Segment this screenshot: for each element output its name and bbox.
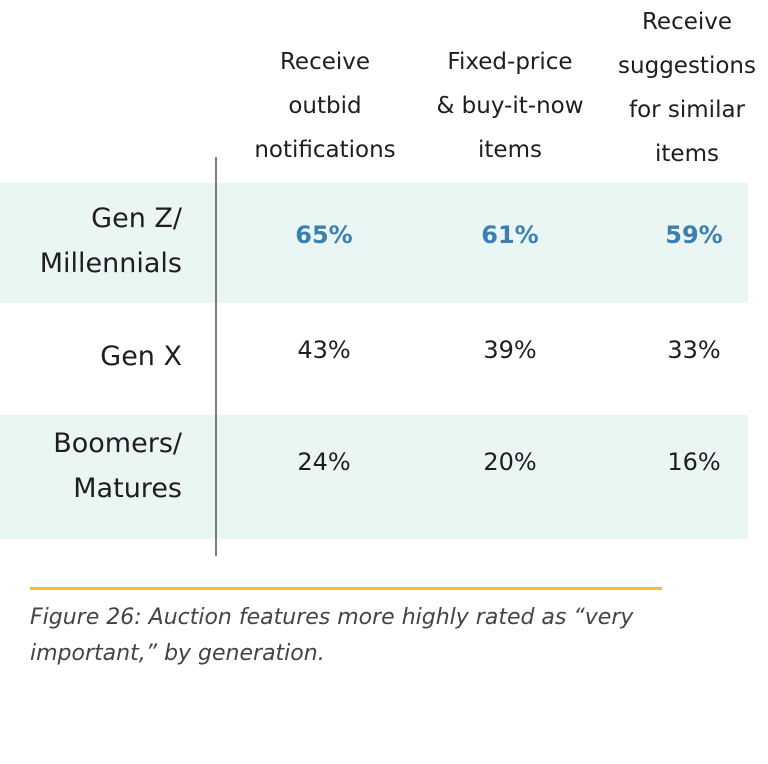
column-header-line: items (655, 141, 719, 167)
column-header-line: for similar (628, 97, 746, 123)
value-cell: 43% (297, 336, 351, 364)
column-header-suggestions: Receive suggestions for similar items (608, 0, 766, 176)
row-label-line: Millennials (39, 248, 182, 279)
figure-caption: Figure 26: Auction features more highly … (30, 605, 634, 666)
value-cell: 16% (667, 448, 721, 476)
column-header-line: Receive (279, 49, 371, 75)
column-header-line: outbid (288, 93, 362, 119)
value-cell: 33% (667, 336, 721, 364)
column-header-line: notifications (254, 137, 396, 163)
value-cell: 61% (481, 221, 539, 249)
column-header-line: items (478, 137, 542, 163)
column-header-fixed-price: Fixed-price & buy-it-now items (420, 40, 600, 172)
value-cell: 39% (483, 336, 537, 364)
value-cell: 24% (297, 448, 351, 476)
value-cell: 65% (295, 221, 353, 249)
value-cell: 20% (483, 448, 537, 476)
row-label-line: Boomers/ (53, 428, 182, 459)
row-label-gen-z: Gen Z/ Millennials (40, 196, 182, 286)
row-band-boomers (0, 415, 748, 539)
row-label-line: Gen X (100, 341, 182, 372)
column-header-line: & buy-it-now (436, 93, 584, 119)
column-header-line: suggestions (618, 53, 756, 79)
row-label-boomers: Boomers/ Matures (53, 421, 182, 511)
row-band-gen-z (0, 183, 748, 303)
row-label-line: Matures (73, 473, 182, 504)
column-header-line: Receive (641, 9, 733, 35)
row-label-line: Gen Z/ (91, 203, 182, 234)
row-label-gen-x: Gen X (100, 334, 182, 379)
caption-divider (30, 587, 662, 590)
value-cell: 59% (665, 221, 723, 249)
column-header-outbid: Receive outbid notifications (240, 40, 410, 172)
column-header-line: Fixed-price (447, 49, 573, 75)
row-label-divider (215, 157, 217, 556)
